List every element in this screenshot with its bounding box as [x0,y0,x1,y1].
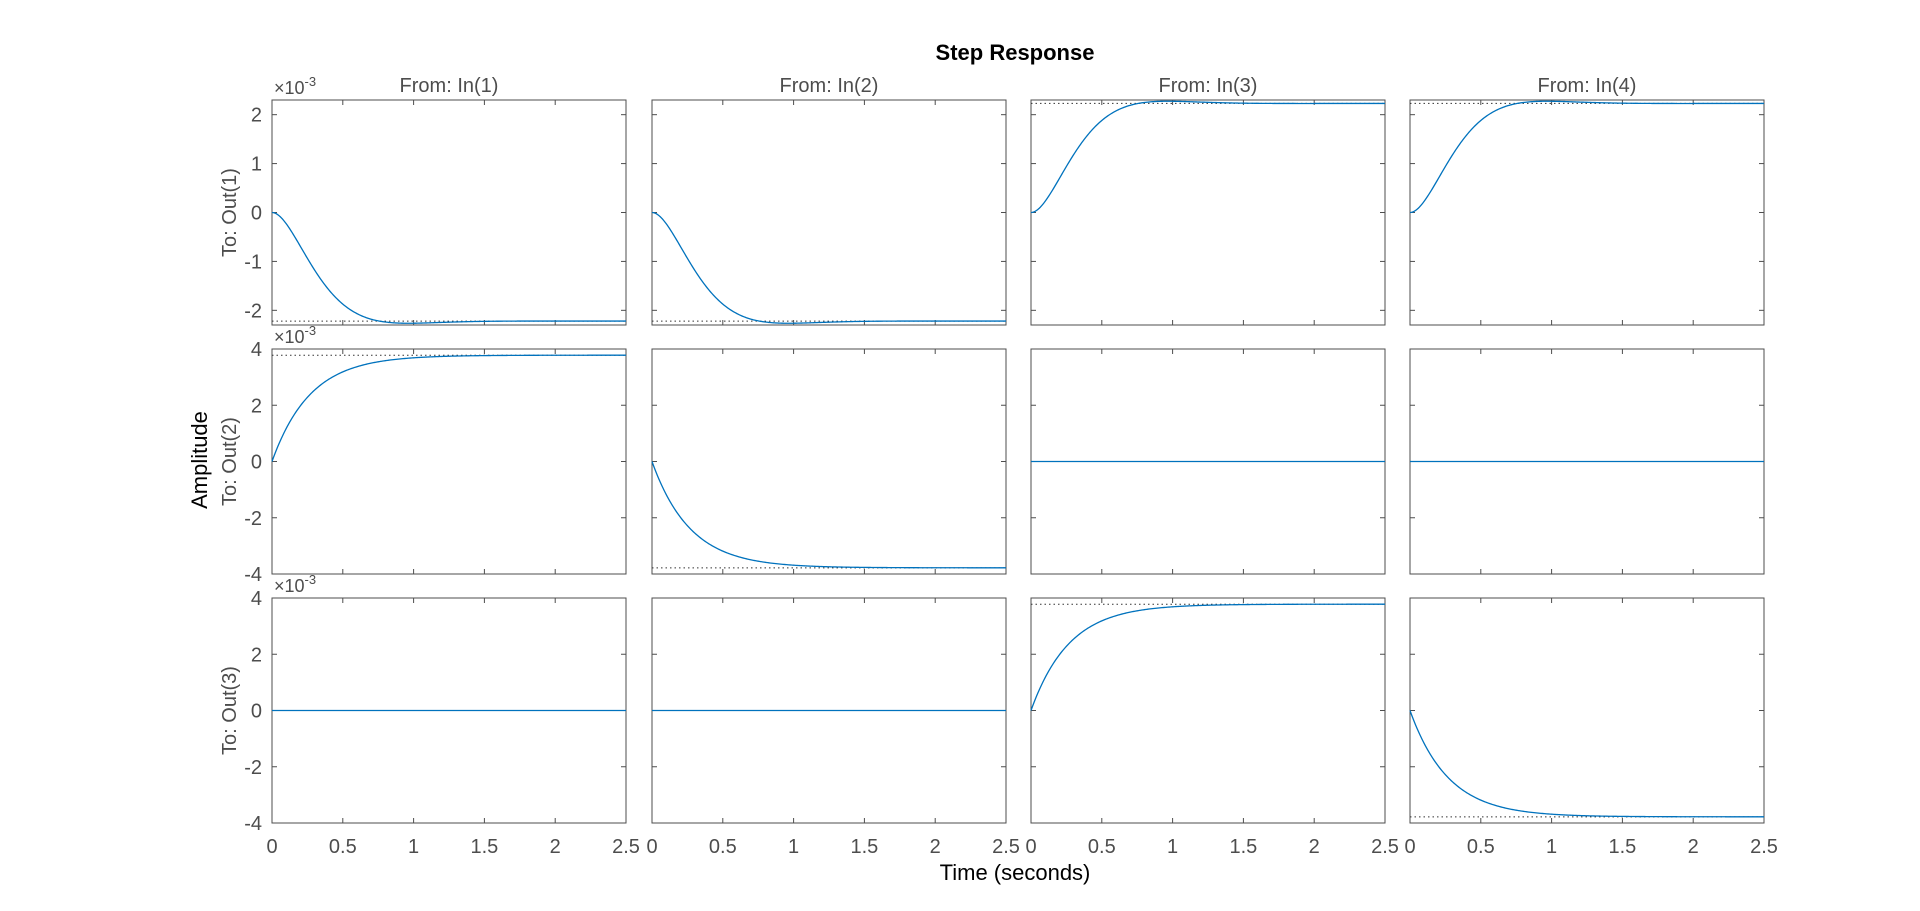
x-tick-label: 0.5 [329,836,357,858]
y-tick-label: 0 [251,701,262,723]
column-title-in-3: From: In(3) [1159,75,1258,97]
axes-box [1030,597,1386,824]
y-tick-label: 2 [251,644,262,666]
column-title-in-2: From: In(2) [780,75,879,97]
axes-box [651,348,1007,575]
subplot-out3-in4: 0 0.5 1 1.5 2 2.5 [1404,597,1778,858]
subplot-out2-in3 [1030,348,1386,575]
chart-title: Step Response [936,40,1095,65]
x-tick-label: 2 [930,836,941,858]
subplot-out1-in2 [651,99,1007,326]
y-tick-label: 2 [251,105,262,127]
y-tick-label: -2 [244,300,262,322]
axes-box [271,99,627,326]
row-label-out-1: To: Out(1) [219,168,241,257]
x-tick-label: 1.5 [850,836,878,858]
subplot-out1-in1: -2 -1 0 1 2 ×10-3 [244,74,627,326]
x-tick-label: 0 [646,836,657,858]
series-line-out2-in2 [651,461,1006,569]
y-tick-label: -4 [244,813,262,835]
subplot-out1-in3 [1030,99,1386,326]
x-tick-label: 0.5 [709,836,737,858]
x-tick-label: 0 [1025,836,1036,858]
x-tick-label: 2.5 [1371,836,1399,858]
subplot-grid: From: In(1) From: In(2) From: In(3) From: I… [219,74,1778,858]
x-tick-label: 1 [788,836,799,858]
series-line-out1-in3 [1030,100,1385,214]
axis-exponent-label: ×10-3 [274,323,316,347]
x-tick-label: 2 [1309,836,1320,858]
x-tick-label: 2.5 [612,836,640,858]
x-tick-label: 0.5 [1088,836,1116,858]
x-tick-label: 0 [1404,836,1415,858]
axes-box [1030,99,1386,326]
y-tick-label: 0 [251,452,262,474]
series-line-out1-in4 [1409,100,1764,214]
y-tick-label: -1 [244,251,262,273]
x-tick-label: 2.5 [992,836,1020,858]
subplot-out3-in3: 0 0.5 1 1.5 2 2.5 [1025,597,1399,858]
y-tick-label: 4 [251,588,262,610]
y-tick-label: -4 [244,564,262,586]
column-title-in-1: From: In(1) [400,75,499,97]
series-line-out3-in4 [1409,710,1764,818]
x-tick-label: 2 [1688,836,1699,858]
subplot-out3-in1: 0 0.5 1 1.5 2 2.5 -4 -2 0 2 4 ×10-3 [244,572,640,858]
subplot-out3-in2: 0 0.5 1 1.5 2 2.5 [646,597,1020,858]
row-label-out-2: To: Out(2) [219,417,241,506]
axis-exponent-label: ×10-3 [274,572,316,596]
series-line-out3-in3 [1030,603,1385,711]
x-tick-label: 1 [1546,836,1557,858]
y-axis-label: Amplitude [187,411,212,509]
y-tick-label: 1 [251,154,262,176]
subplot-out1-in4 [1409,99,1765,326]
column-title-in-4: From: In(4) [1538,75,1637,97]
axes-box [1409,99,1765,326]
subplot-out2-in4 [1409,348,1765,575]
row-label-out-3: To: Out(3) [219,666,241,755]
y-tick-label: -2 [244,508,262,530]
x-tick-label: 1.5 [470,836,498,858]
x-tick-label: 1 [1167,836,1178,858]
subplot-out2-in2 [651,348,1007,575]
y-tick-label: 0 [251,203,262,225]
axes-box [1409,597,1765,824]
axes-box [651,99,1007,326]
y-tick-label: -2 [244,757,262,779]
series-line-out1-in1 [271,211,626,324]
series-line-out1-in2 [651,211,1006,324]
x-tick-label: 2 [550,836,561,858]
x-tick-label: 0 [266,836,277,858]
axes-box [271,348,627,575]
x-tick-label: 1.5 [1608,836,1636,858]
series-line-out2-in1 [271,354,626,462]
x-axis-label: Time (seconds) [940,860,1091,885]
y-tick-label: 4 [251,339,262,361]
subplot-out2-in1: -4 -2 0 2 4 ×10-3 [244,323,627,586]
x-tick-label: 2.5 [1750,836,1778,858]
y-tick-label: 2 [251,395,262,417]
axis-exponent-label: ×10-3 [274,74,316,98]
x-tick-label: 1 [408,836,419,858]
x-tick-label: 0.5 [1467,836,1495,858]
x-tick-label: 1.5 [1229,836,1257,858]
